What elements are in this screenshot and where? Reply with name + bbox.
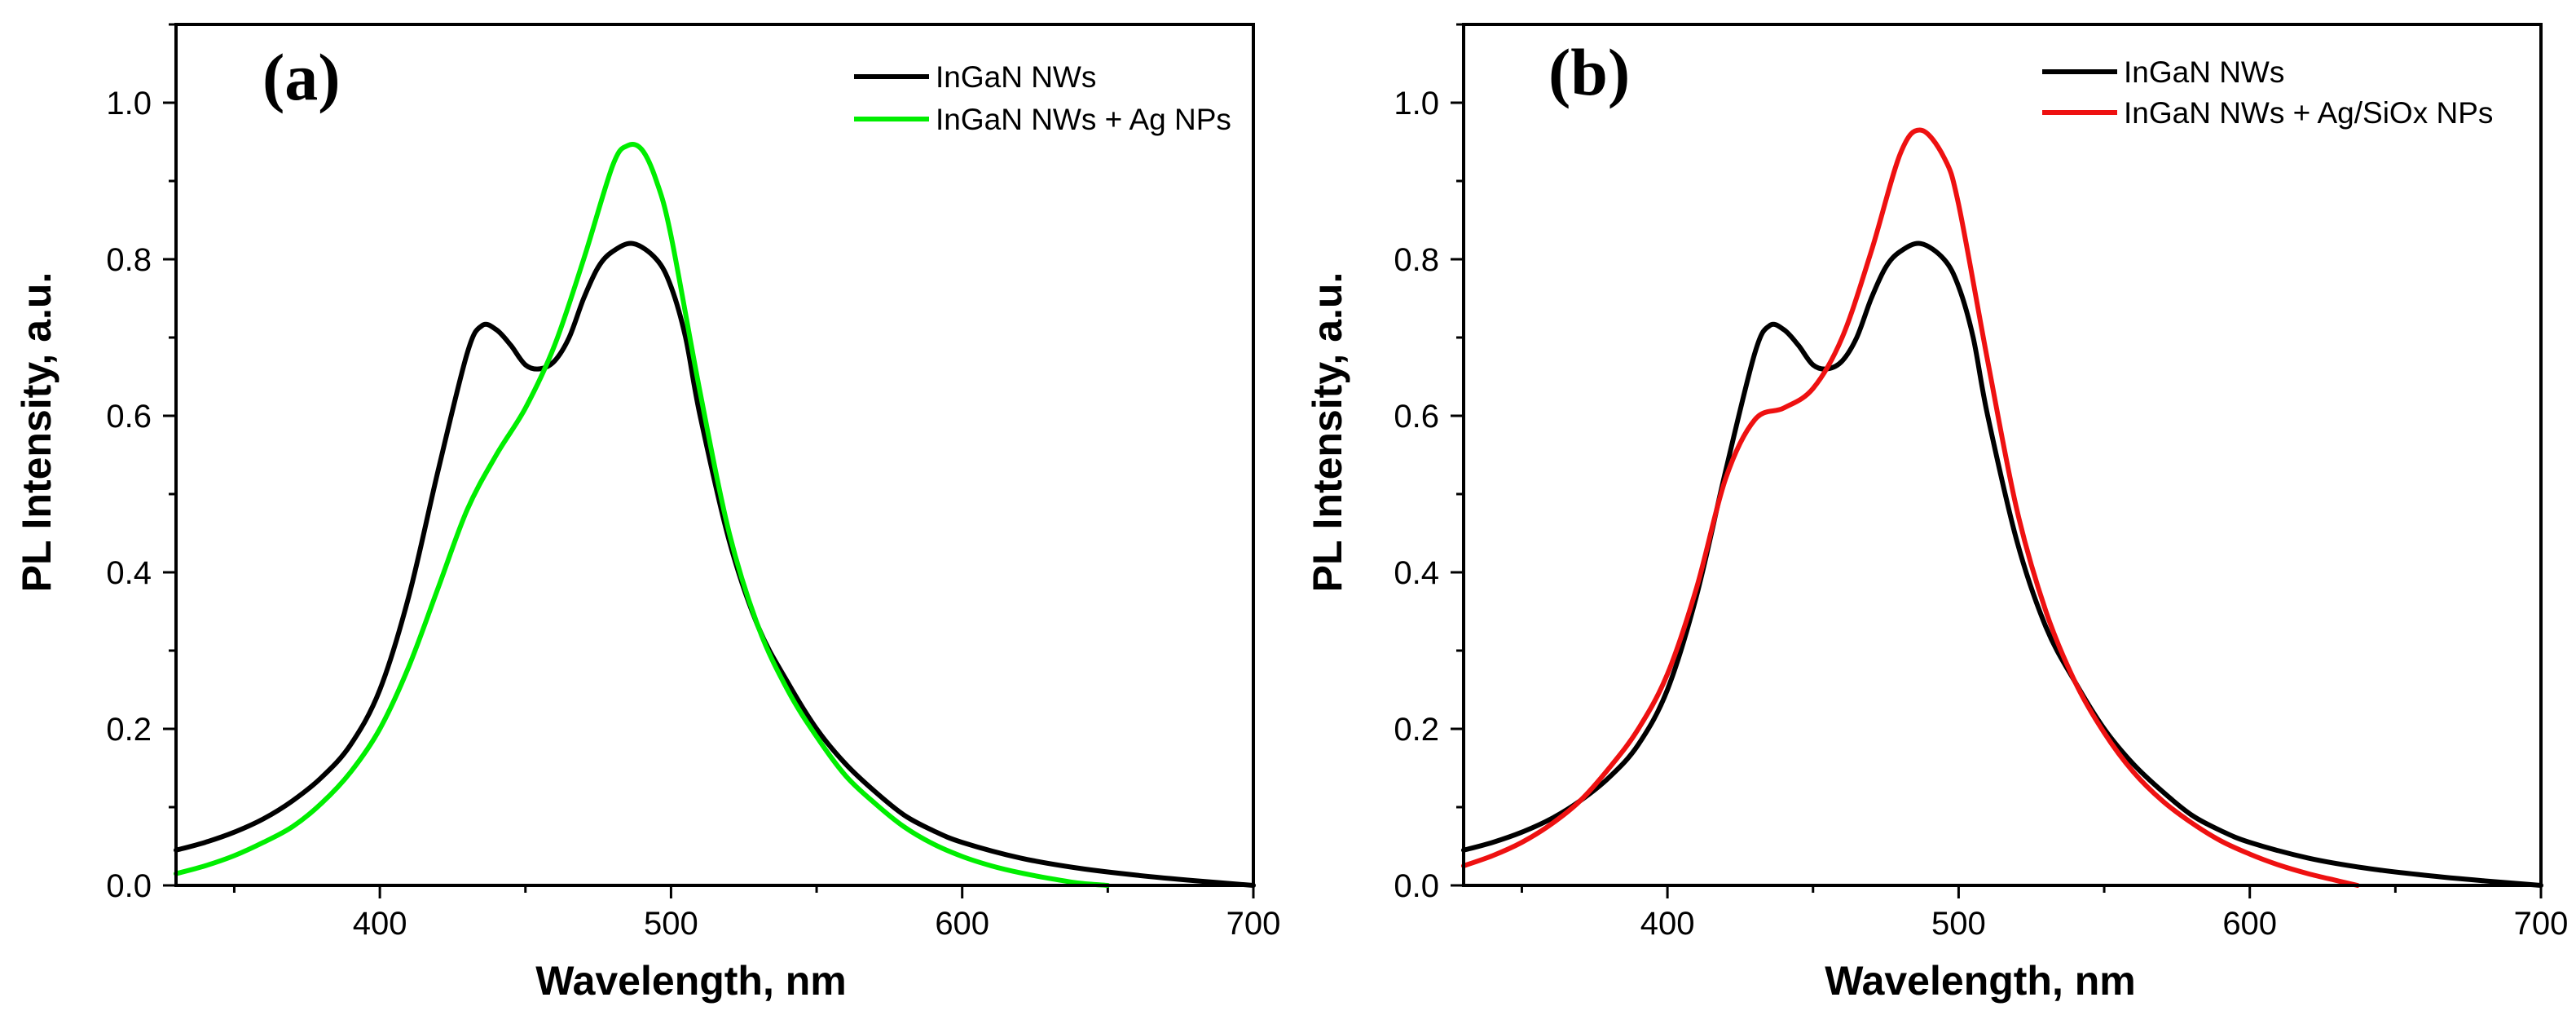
panel-a-legend: InGaN NWs InGaN NWs + Ag NPs [854,60,1231,136]
panel-a-label: (a) [262,40,341,114]
panel-b-ytick-label: 0.4 [1394,555,1439,591]
panel-a-legend-label-0: InGaN NWs [936,60,1096,94]
panel-b-ylabel: PL Intensity, a.u. [1305,272,1350,593]
panel-a-xtick-label: 400 [353,906,407,942]
panel-b-frame [1462,23,2543,887]
panel-b-ytick-label: 0.2 [1394,712,1439,748]
panel-a-legend-label-1: InGaN NWs + Ag NPs [936,103,1231,136]
panel-b-label: (b) [1548,35,1630,109]
panel-b-xlabel: Wavelength, nm [1825,958,2136,1004]
panel-b-legend-label-0: InGaN NWs [2124,55,2284,89]
panel-a-ytick-label: 0.2 [106,712,152,748]
panel-b-legend-label-1: InGaN NWs + Ag/SiOx NPs [2124,96,2493,130]
panel-b-ytick-label: 0.6 [1394,399,1439,435]
panel-a-xtick-label: 600 [935,906,989,942]
panel-b-chart: (b) PL Intensity, a.u. Wavelength, nm 40… [1305,23,2569,1004]
panel-a-chart: (a) PL Intensity, a.u. Wavelength, nm 40… [14,23,1281,1004]
panel-a-frame [174,23,1255,887]
panel-a-series-line-1 [174,142,1111,888]
panel-b-xtick-label: 600 [2222,906,2277,942]
panel-b-ticks: 400 500 600 700 0.0 0.2 0.4 0.6 0.8 1.0 [1394,23,2569,942]
panel-a-ytick-label: 0.0 [106,868,152,904]
panel-b-xtick-label: 400 [1640,906,1695,942]
panel-b-legend: InGaN NWs InGaN NWs + Ag/SiOx NPs [2042,55,2493,130]
panel-a-xlabel: Wavelength, nm [535,958,847,1004]
panel-a-ytick-label: 0.4 [106,555,152,591]
panel-b-series-line-1 [1461,127,2360,888]
panel-b-ytick-label: 1.0 [1394,86,1439,121]
panel-a-ytick-label: 0.6 [106,399,152,435]
panel-b-xtick-label: 500 [1931,906,1986,942]
panel-a-xtick-label: 500 [644,906,698,942]
panel-b-ytick-label: 0.0 [1394,868,1439,904]
panel-b-series-line-0 [1461,241,2543,888]
panel-a-series [174,142,1256,888]
panel-a-ylabel: PL Intensity, a.u. [14,272,59,593]
panel-b-series [1461,127,2543,888]
panel-a-series-line-0 [174,241,1256,888]
panel-a-ticks: 400 500 600 700 0.0 0.2 0.4 0.6 0.8 1.0 [106,23,1281,942]
panel-a-xtick-label: 700 [1226,906,1281,942]
panel-b-xtick-label: 700 [2514,906,2569,942]
panel-b-ytick-label: 0.8 [1394,242,1439,278]
panel-a-ytick-label: 0.8 [106,242,152,278]
panel-a-ytick-label: 1.0 [106,86,152,121]
